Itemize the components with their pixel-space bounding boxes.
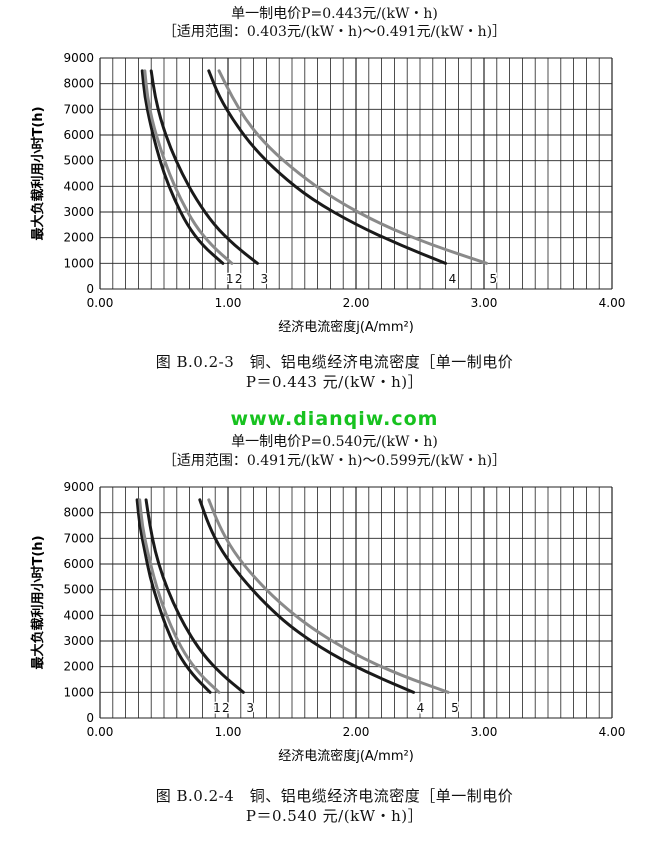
series-line-4 <box>198 498 416 694</box>
series-line-2 <box>138 498 221 694</box>
series-line-5 <box>217 69 489 265</box>
y-tick-label: 1000 <box>63 256 94 270</box>
y-tick-label: 6000 <box>63 557 94 571</box>
y-tick-label: 9000 <box>63 51 94 65</box>
series-label-1: 1 <box>213 701 221 715</box>
series-label-2: 2 <box>222 701 230 715</box>
caption-line-1: 图 B.0.2-3 铜、铝电缆经济电流密度［单一制电价 <box>155 353 514 371</box>
series-label-5: 5 <box>451 701 459 715</box>
chart-1: 0 1000 2000 3000 4000 5000 6000 7000 8000 9000 0.0… <box>30 51 626 335</box>
y-tick-label: 6000 <box>63 128 94 142</box>
figure-caption-1: 图 B.0.2-3 铜、铝电缆经济电流密度［单一制电价 P＝0.443 元/(k… <box>0 352 669 392</box>
series-line-3 <box>149 69 259 265</box>
series-label-4: 4 <box>417 701 425 715</box>
x-axis-label: 经济电流密度j(A/mm²) <box>278 748 414 764</box>
y-tick-label: 0 <box>86 282 94 296</box>
y-axis-label: 最大负载利用小时T(h) <box>30 106 46 240</box>
series-label-2: 2 <box>235 272 243 286</box>
figure-caption-2: 图 B.0.2-4 铜、铝电缆经济电流密度［单一制电价 P＝0.540 元/(k… <box>0 786 669 826</box>
y-tick-label: 2000 <box>63 231 94 245</box>
y-tick-label: 5000 <box>63 154 94 168</box>
watermark: www.dianqiw.com <box>230 408 439 430</box>
series-line-4 <box>207 69 448 265</box>
chart-subtitle: ［适用范围：0.403元/(kW・h)～0.491元/(kW・h)］ <box>162 24 507 40</box>
chart-2: 0 1000 2000 3000 4000 5000 6000 7000 8000 9000 0.0… <box>30 480 626 764</box>
x-axis-label: 经济电流密度j(A/mm²) <box>278 319 414 335</box>
chart-title: 单一制电价P=0.540元/(kW・h) <box>231 434 438 450</box>
caption-line-1: 图 B.0.2-4 铜、铝电缆经济电流密度［单一制电价 <box>155 787 514 805</box>
y-tick-label: 9000 <box>63 480 94 494</box>
y-tick-label: 5000 <box>63 583 94 597</box>
y-tick-label: 2000 <box>63 660 94 674</box>
x-tick-label: 3.00 <box>471 725 498 739</box>
series-line-3 <box>144 498 245 694</box>
y-tick-label: 1000 <box>63 685 94 699</box>
series-label-4: 4 <box>449 272 457 286</box>
chart-subtitle: ［适用范围：0.491元/(kW・h)～0.599元/(kW・h)］ <box>162 453 507 469</box>
x-tick-label: 4.00 <box>599 725 626 739</box>
chart-title: 单一制电价P=0.443元/(kW・h) <box>231 6 438 22</box>
series-label-3: 3 <box>246 701 254 715</box>
series-line-1 <box>135 498 212 694</box>
y-axis-label: 最大负载利用小时T(h) <box>30 535 46 669</box>
series-label-1: 1 <box>226 272 234 286</box>
y-tick-label: 3000 <box>63 205 94 219</box>
series-line-5 <box>207 498 450 694</box>
series-line-1 <box>140 69 225 265</box>
y-tick-label: 8000 <box>63 77 94 91</box>
y-tick-label: 0 <box>86 711 94 725</box>
x-tick-label: 1.00 <box>215 725 242 739</box>
x-tick-label: 2.00 <box>343 296 370 310</box>
caption-line-2: P＝0.540 元/(kW・h)］ <box>245 807 424 825</box>
y-tick-label: 8000 <box>63 506 94 520</box>
y-tick-label: 4000 <box>63 608 94 622</box>
y-tick-label: 7000 <box>63 531 94 545</box>
x-tick-label: 4.00 <box>599 296 626 310</box>
x-tick-label: 3.00 <box>471 296 498 310</box>
caption-line-2: P＝0.443 元/(kW・h)］ <box>245 373 424 391</box>
x-tick-label: 2.00 <box>343 725 370 739</box>
x-tick-label: 1.00 <box>215 296 242 310</box>
y-tick-label: 7000 <box>63 102 94 116</box>
y-tick-label: 3000 <box>63 634 94 648</box>
y-tick-label: 4000 <box>63 179 94 193</box>
series-label-5: 5 <box>490 272 498 286</box>
x-tick-label: 0.00 <box>87 725 114 739</box>
series-label-3: 3 <box>260 272 268 286</box>
series-line-2 <box>143 69 234 265</box>
x-tick-label: 0.00 <box>87 296 114 310</box>
